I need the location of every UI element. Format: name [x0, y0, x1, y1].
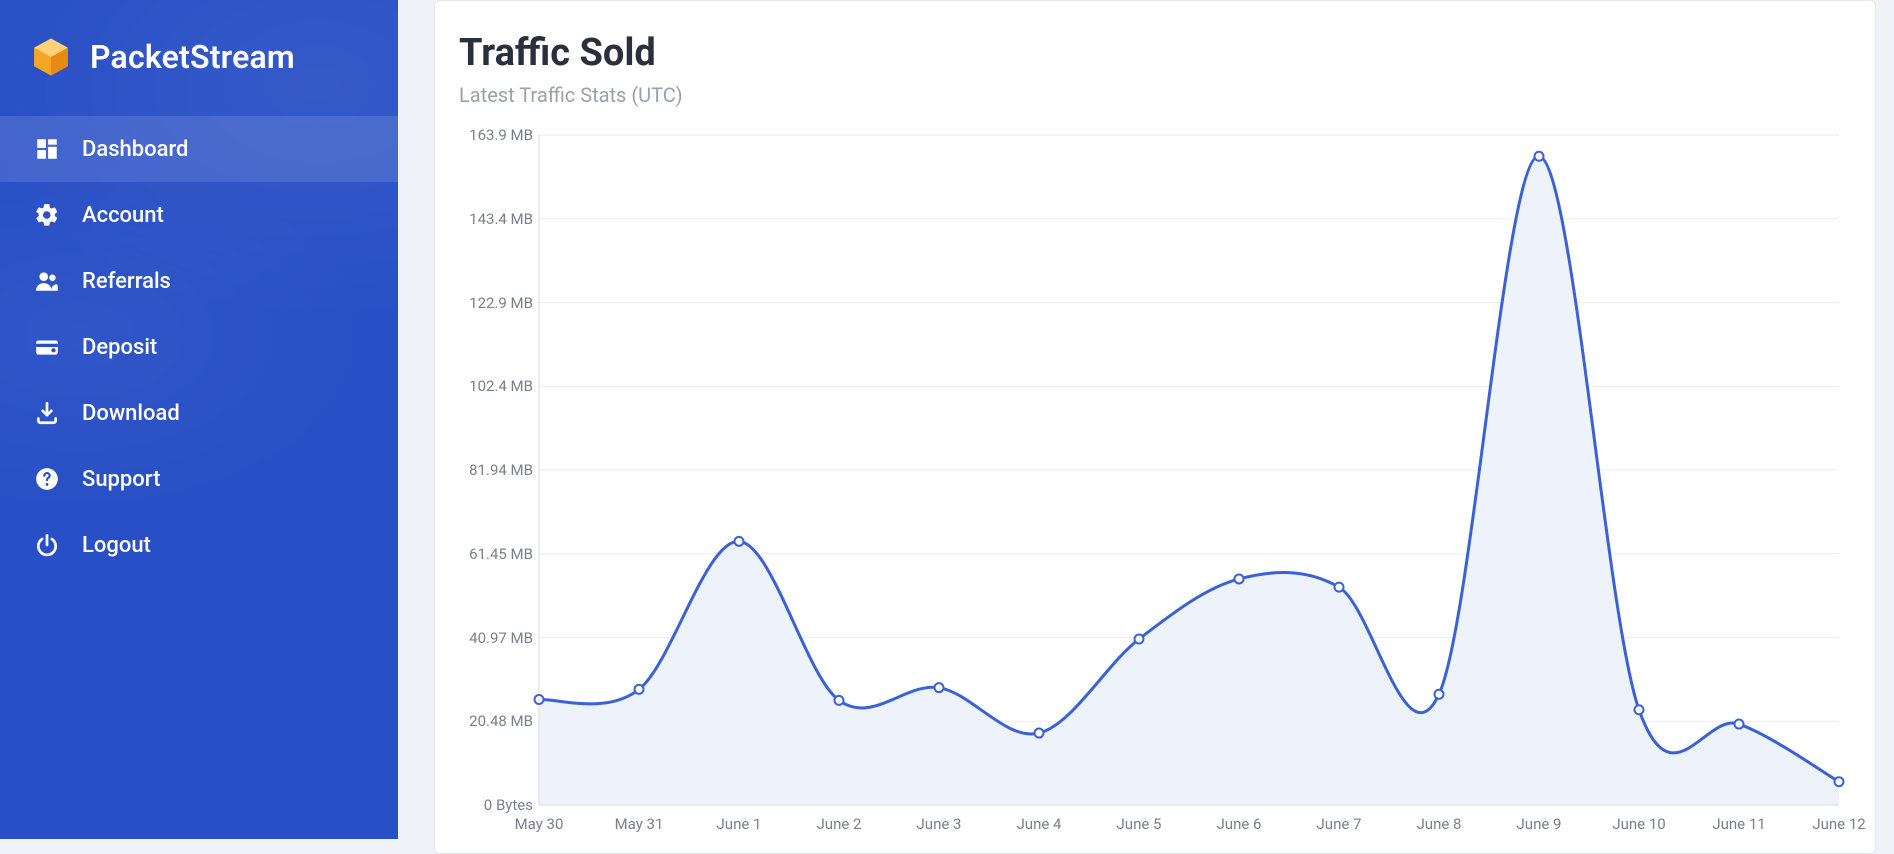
traffic-card: Traffic Sold Latest Traffic Stats (UTC) … — [434, 0, 1876, 854]
sidebar-item-account[interactable]: Account — [0, 182, 398, 248]
sidebar-item-label: Referrals — [82, 269, 171, 294]
main-content: Traffic Sold Latest Traffic Stats (UTC) … — [398, 0, 1894, 839]
x-axis-tick-label: June 6 — [1217, 815, 1262, 833]
y-axis-tick-label: 0 Bytes — [443, 796, 533, 814]
traffic-chart: 0 Bytes20.48 MB40.97 MB61.45 MB81.94 MB1… — [459, 125, 1851, 841]
x-axis-tick-label: June 2 — [817, 815, 862, 833]
sidebar: PacketStream Dashboard Account Referrals… — [0, 0, 398, 839]
x-axis-tick-label: June 7 — [1317, 815, 1362, 833]
download-icon — [34, 400, 60, 426]
sidebar-item-dashboard[interactable]: Dashboard — [0, 116, 398, 182]
brand-logo-icon — [30, 36, 72, 78]
sidebar-item-label: Logout — [82, 533, 151, 558]
y-axis-tick-label: 143.4 MB — [443, 210, 533, 228]
y-axis-tick-label: 61.45 MB — [443, 545, 533, 563]
card-subtitle: Latest Traffic Stats (UTC) — [459, 83, 1851, 107]
x-axis-tick-label: June 1 — [717, 815, 762, 833]
power-icon — [34, 532, 60, 558]
sidebar-item-logout[interactable]: Logout — [0, 512, 398, 578]
y-axis-tick-label: 163.9 MB — [443, 126, 533, 144]
y-axis-tick-label: 20.48 MB — [443, 712, 533, 730]
sidebar-item-label: Deposit — [82, 335, 157, 360]
people-icon — [34, 268, 60, 294]
sidebar-item-label: Account — [82, 203, 164, 228]
x-axis-tick-label: June 5 — [1117, 815, 1162, 833]
brand: PacketStream — [0, 18, 398, 116]
gear-icon — [34, 202, 60, 228]
x-axis-tick-label: June 4 — [1017, 815, 1062, 833]
sidebar-item-referrals[interactable]: Referrals — [0, 248, 398, 314]
x-axis-tick-label: June 9 — [1517, 815, 1562, 833]
deposit-icon — [34, 334, 60, 360]
brand-name: PacketStream — [90, 38, 295, 76]
sidebar-item-label: Support — [82, 467, 160, 492]
card-title: Traffic Sold — [459, 31, 1851, 75]
sidebar-item-label: Download — [82, 401, 180, 426]
sidebar-item-download[interactable]: Download — [0, 380, 398, 446]
x-axis-tick-label: June 11 — [1712, 815, 1765, 833]
sidebar-item-label: Dashboard — [82, 137, 188, 162]
sidebar-nav: Dashboard Account Referrals Deposit Down… — [0, 116, 398, 578]
x-axis-tick-label: May 30 — [515, 815, 564, 833]
x-axis-tick-label: May 31 — [615, 815, 664, 833]
y-axis-tick-label: 102.4 MB — [443, 377, 533, 395]
x-axis-tick-label: June 3 — [917, 815, 962, 833]
dashboard-icon — [34, 136, 60, 162]
help-icon — [34, 466, 60, 492]
y-axis-tick-label: 81.94 MB — [443, 461, 533, 479]
sidebar-item-support[interactable]: Support — [0, 446, 398, 512]
x-axis-tick-label: June 10 — [1612, 815, 1665, 833]
y-axis-tick-label: 122.9 MB — [443, 294, 533, 312]
sidebar-item-deposit[interactable]: Deposit — [0, 314, 398, 380]
x-axis-tick-label: June 12 — [1812, 815, 1865, 833]
y-axis-tick-label: 40.97 MB — [443, 629, 533, 647]
x-axis-tick-label: June 8 — [1417, 815, 1462, 833]
